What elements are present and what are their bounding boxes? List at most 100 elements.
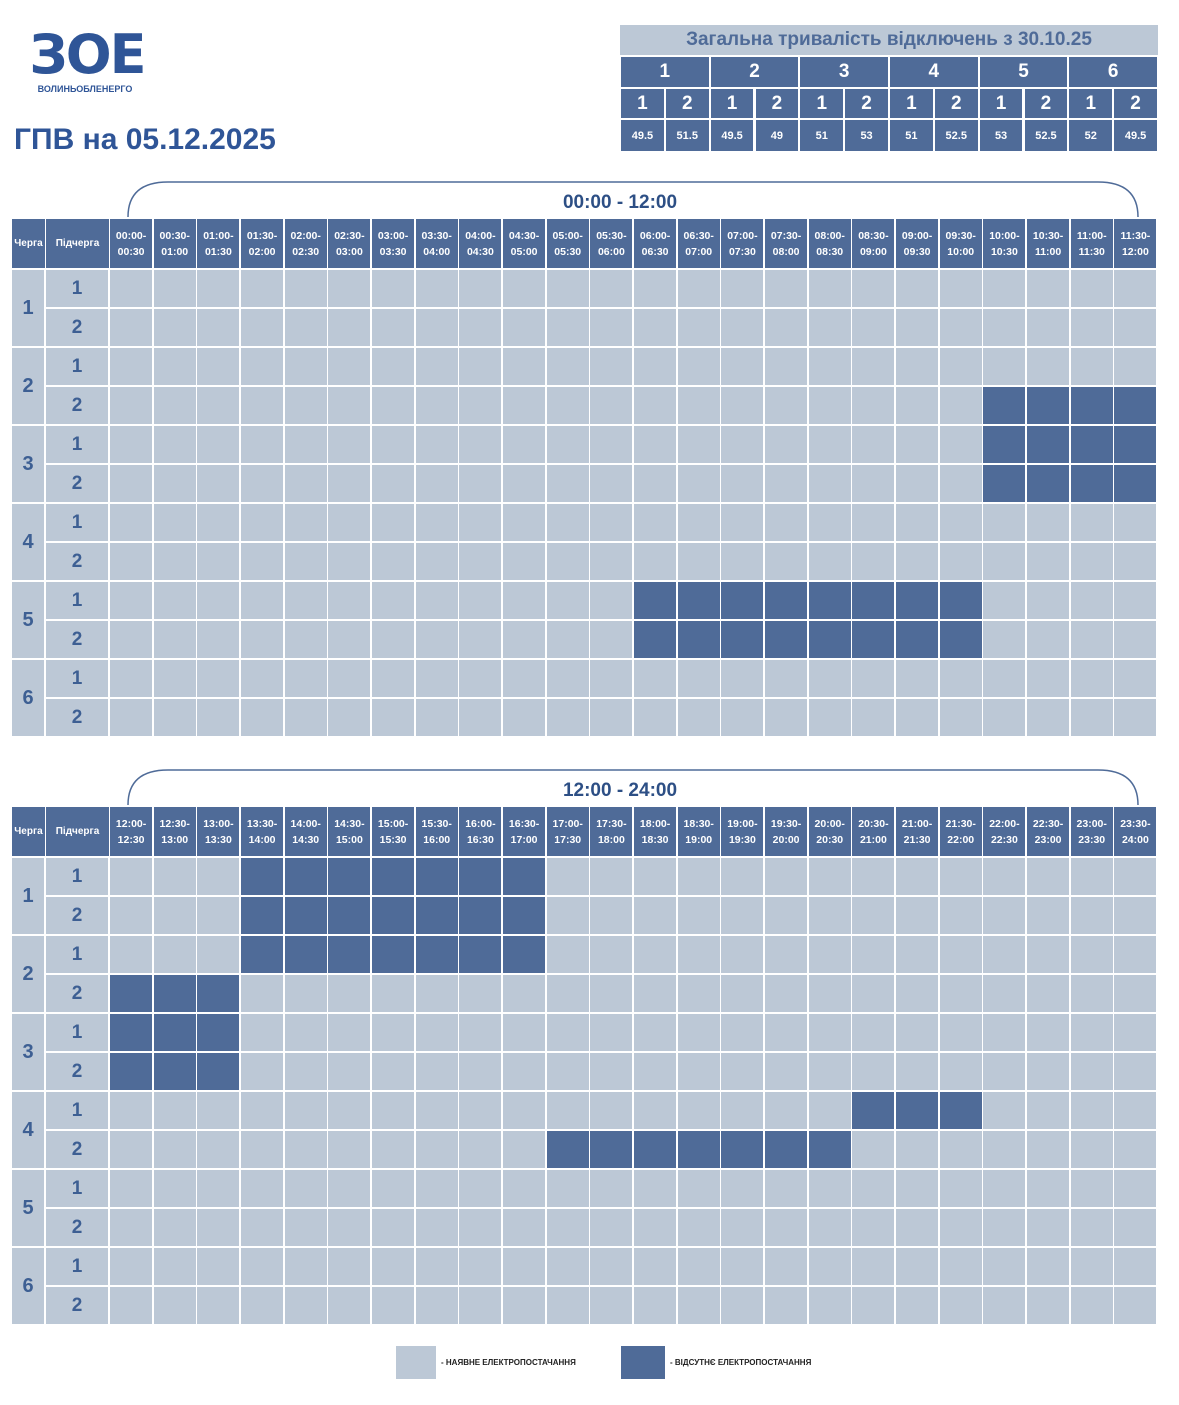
slot-cell [284, 699, 327, 736]
slot-cell [765, 348, 808, 385]
slot-header: 16:30- 17:00 [503, 807, 546, 856]
slot-cell [328, 582, 371, 619]
slot-cell [197, 1170, 240, 1207]
slot-header: 22:00- 22:30 [983, 807, 1026, 856]
slot-header: 09:00- 09:30 [896, 219, 939, 268]
slot-cell [241, 975, 284, 1012]
slot-cell [852, 387, 895, 424]
slot-cell [241, 660, 284, 697]
slot-cell [590, 582, 633, 619]
slot-cell [1027, 936, 1070, 973]
slot-cell [852, 858, 895, 895]
slot-cell [415, 858, 458, 895]
slot-cell [415, 1209, 458, 1246]
slot-cell [110, 504, 153, 541]
summary-hours: 51 [800, 120, 844, 151]
slot-cell [1114, 543, 1157, 580]
slot-cell [459, 465, 502, 502]
slot-cell [503, 699, 546, 736]
subqueue-label: 1 [46, 270, 108, 307]
slot-header: 23:30- 24:00 [1114, 807, 1157, 856]
slot-cell [372, 348, 415, 385]
slot-cell [590, 387, 633, 424]
slot-cell [241, 1131, 284, 1168]
slot-cell [241, 1170, 284, 1207]
slot-cell [765, 1170, 808, 1207]
slot-cell [372, 975, 415, 1012]
slot-cell [328, 936, 371, 973]
slot-cell [852, 543, 895, 580]
queue-label: 4 [12, 1092, 44, 1168]
slot-cell [372, 1053, 415, 1090]
summary-group: 5 [979, 57, 1068, 87]
slot-cell [896, 309, 939, 346]
slot-cell [634, 1014, 677, 1051]
slot-cell [983, 660, 1026, 697]
slot-header: 21:00- 21:30 [896, 807, 939, 856]
slot-cell [808, 309, 851, 346]
slot-cell [634, 1170, 677, 1207]
slot-cell [1114, 975, 1157, 1012]
slot-cell [503, 1209, 546, 1246]
slot-cell [110, 309, 153, 346]
slot-cell [153, 1131, 196, 1168]
summary-group: 4 [890, 57, 978, 87]
slot-cell [765, 1287, 808, 1324]
slot-cell [503, 348, 546, 385]
summary-subgroup: 2 [1114, 89, 1157, 118]
subqueue-label: 1 [46, 660, 108, 697]
slot-cell [896, 1248, 939, 1285]
slot-cell [765, 465, 808, 502]
slot-cell [197, 387, 240, 424]
slot-cell [372, 1170, 415, 1207]
slot-cell [939, 1131, 982, 1168]
slot-cell [677, 858, 720, 895]
slot-header: 16:00- 16:30 [459, 807, 502, 856]
slot-cell [328, 621, 371, 658]
slot-cell [328, 309, 371, 346]
slot-cell [153, 582, 196, 619]
slot-cell [197, 1131, 240, 1168]
slot-header: 19:00- 19:30 [721, 807, 764, 856]
slot-cell [546, 1131, 589, 1168]
summary-subgroup: 1 [621, 89, 664, 118]
slot-cell [852, 699, 895, 736]
slot-cell [415, 699, 458, 736]
slot-cell [284, 621, 327, 658]
slot-cell [808, 858, 851, 895]
slot-cell [503, 897, 546, 934]
slot-cell [677, 897, 720, 934]
slot-cell [852, 1092, 895, 1129]
summary-group: 6 [1069, 57, 1157, 87]
slot-cell [896, 1131, 939, 1168]
slot-cell [197, 1014, 240, 1051]
slot-cell [852, 660, 895, 697]
slot-cell [153, 621, 196, 658]
slot-cell [372, 1131, 415, 1168]
subqueue-label: 2 [46, 465, 108, 502]
slot-cell [983, 348, 1026, 385]
slot-cell [896, 897, 939, 934]
slot-cell [634, 936, 677, 973]
slot-header: 04:30- 05:00 [503, 219, 546, 268]
slot-cell [241, 309, 284, 346]
slot-cell [677, 1053, 720, 1090]
subqueue-label: 2 [46, 621, 108, 658]
slot-cell [1114, 1014, 1157, 1051]
slot-cell [546, 975, 589, 1012]
slot-cell [808, 1287, 851, 1324]
summary-hours: 53 [845, 120, 888, 151]
slot-cell [721, 1287, 764, 1324]
slot-cell [983, 975, 1026, 1012]
slot-cell [459, 1092, 502, 1129]
summary-subgroup: 1 [800, 89, 844, 118]
slot-cell [415, 348, 458, 385]
slot-cell [721, 936, 764, 973]
slot-cell [634, 543, 677, 580]
slot-cell [939, 309, 982, 346]
slot-cell [765, 699, 808, 736]
slot-cell [415, 582, 458, 619]
slot-cell [939, 387, 982, 424]
slot-cell [328, 1287, 371, 1324]
